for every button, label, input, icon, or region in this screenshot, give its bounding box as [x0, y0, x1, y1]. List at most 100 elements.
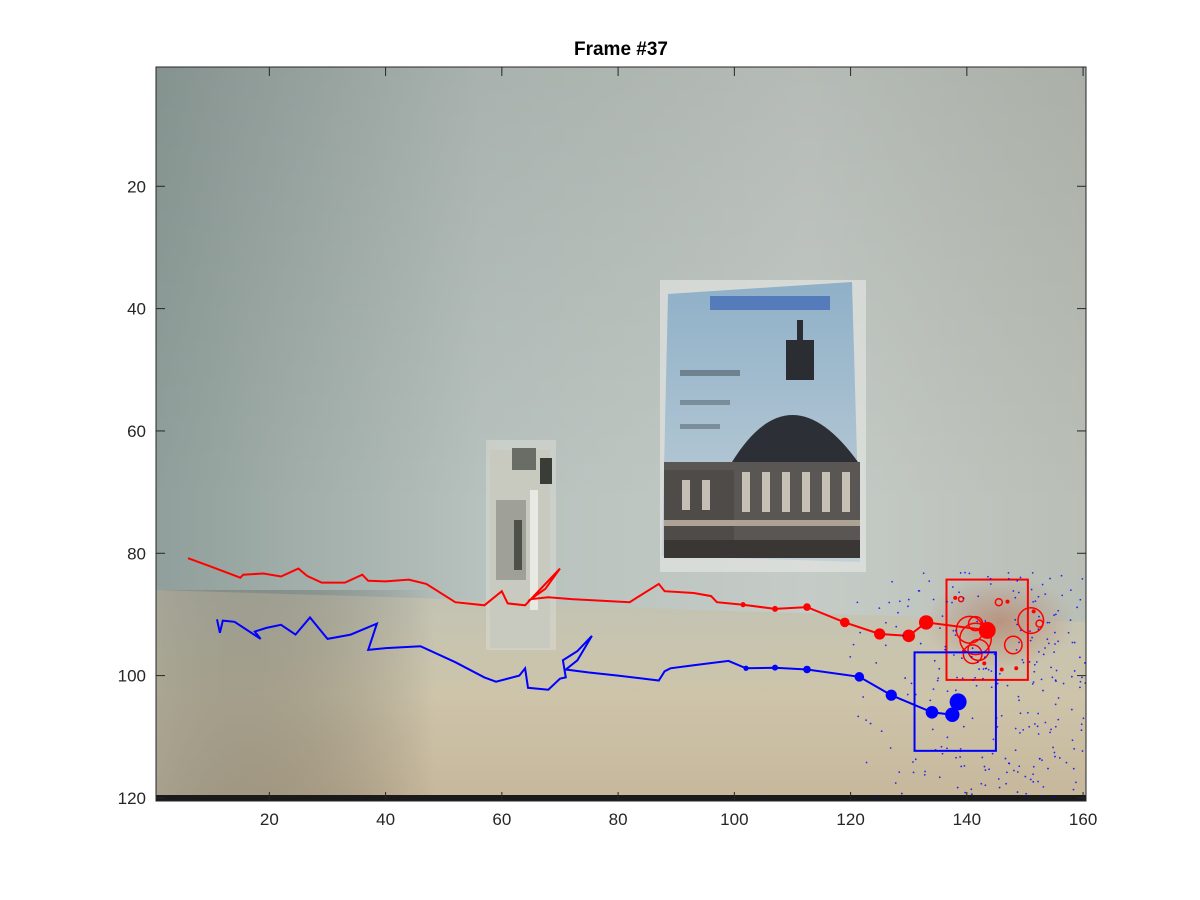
blue-particle-speck: [964, 571, 966, 574]
blue-particle-speck: [875, 795, 878, 797]
blue-particle-speck: [1075, 781, 1077, 784]
blue-particle-speck: [1048, 621, 1051, 624]
red-particle-dot: [953, 595, 958, 600]
blue-particle-speck: [875, 662, 878, 664]
blue-particle-speck: [888, 601, 891, 604]
blue-particle-speck: [996, 679, 999, 681]
blue-particle-speck: [944, 648, 947, 651]
blue-track-point: [945, 707, 960, 722]
blue-particle-speck: [1016, 771, 1019, 773]
blue-particle-speck: [956, 786, 959, 789]
blue-particle-speck: [1053, 614, 1055, 617]
blue-particle-speck: [958, 591, 960, 594]
blue-particle-speck: [906, 693, 909, 696]
red-track-point: [918, 615, 934, 630]
blue-particle-speck: [1046, 621, 1049, 624]
blue-particle-speck: [1057, 640, 1059, 643]
blue-particle-speck: [869, 722, 872, 725]
blue-particle-speck: [1037, 733, 1040, 735]
blue-particle-speck: [1041, 583, 1044, 586]
blue-particle-speck: [1016, 791, 1019, 793]
blue-particle-speck: [1049, 731, 1052, 734]
blue-particle-speck: [944, 645, 947, 648]
blue-particle-speck: [1032, 600, 1035, 603]
blue-particle-speck: [984, 620, 987, 622]
blue-particle-speck: [1034, 600, 1037, 603]
blue-particle-speck: [1025, 796, 1028, 798]
blue-particle-speck: [1036, 725, 1039, 728]
blue-particle-speck: [1079, 686, 1081, 689]
blue-particle-speck: [1024, 775, 1027, 778]
blue-particle-speck: [1082, 717, 1085, 720]
blue-particle-speck: [1047, 767, 1049, 770]
x-tick-label: 120: [836, 810, 864, 829]
blue-particle-speck: [1033, 723, 1036, 725]
blue-track-point: [885, 689, 897, 701]
blue-particle-speck: [884, 644, 887, 647]
blue-particle-speck: [1000, 714, 1003, 717]
blue-particle-speck: [976, 620, 979, 623]
blue-particle-speck: [951, 586, 954, 588]
blue-particle-speck: [1032, 681, 1035, 683]
blue-track-point: [803, 665, 811, 674]
blue-particle-speck: [1022, 661, 1025, 664]
blue-particle-speck: [898, 600, 901, 603]
blue-particle-speck: [959, 572, 962, 574]
blue-particle-speck: [972, 679, 975, 681]
tracking-overlay: [187, 557, 1086, 799]
blue-particle-speck: [1060, 574, 1063, 577]
poster-object: [660, 280, 866, 572]
blue-particle-speck: [907, 598, 910, 601]
blue-particle-speck: [1014, 749, 1017, 752]
blue-particle-speck: [960, 765, 963, 768]
bottle-object: [486, 440, 556, 650]
blue-particle-speck: [1065, 761, 1068, 764]
blue-particle-speck: [1028, 725, 1031, 728]
blue-particle-speck: [980, 782, 983, 785]
blue-particle-speck: [1014, 618, 1017, 621]
blue-particle-speck: [1079, 598, 1082, 601]
red-bounding-box: [945, 578, 1029, 681]
blue-particle-speck: [1006, 684, 1009, 687]
blue-particle-speck: [964, 791, 967, 794]
blue-particle-speck: [1032, 765, 1035, 768]
blue-particle-speck: [1044, 593, 1047, 596]
blue-particle-speck: [1078, 656, 1081, 659]
blue-particle-speck: [929, 699, 932, 702]
blue-particle-speck: [917, 589, 920, 592]
blue-particle-speck: [938, 667, 941, 670]
blue-particle-speck: [1017, 591, 1020, 594]
blue-particle-speck: [1055, 680, 1057, 683]
x-tick-label: 100: [720, 810, 748, 829]
blue-particle-speck: [1057, 609, 1060, 612]
blue-track-point: [854, 672, 865, 682]
blue-particle-speck: [880, 730, 883, 733]
blue-particle-speck: [1042, 653, 1045, 656]
blue-particle-speck: [1030, 588, 1033, 591]
blue-particle-speck: [1037, 650, 1040, 653]
blue-particle-speck: [1008, 762, 1011, 765]
blue-particle-speck: [923, 773, 926, 776]
blue-particle-speck: [1053, 631, 1056, 634]
blue-particle-speck: [939, 627, 941, 629]
red-particle-circle: [967, 638, 990, 662]
x-tick-label: 140: [953, 810, 981, 829]
blue-particle-speck: [1052, 746, 1054, 749]
blue-particle-speck: [975, 684, 978, 687]
blue-particle-speck: [940, 745, 943, 748]
blue-particle-speck: [956, 676, 958, 679]
red-particle-circle: [1035, 619, 1044, 628]
blue-particle-speck: [1040, 794, 1043, 797]
y-tick-label: 80: [127, 544, 146, 563]
blue-particle-speck: [946, 690, 949, 693]
blue-particle-speck: [865, 761, 868, 764]
red-track-point: [839, 617, 850, 628]
blue-particle-speck: [1033, 670, 1036, 673]
blue-particle-speck: [1033, 663, 1036, 666]
blue-particle-speck: [1054, 725, 1057, 728]
blue-particle-speck: [1037, 780, 1040, 783]
blue-particle-speck: [968, 572, 971, 575]
blue-particle-speck: [1029, 778, 1032, 781]
blue-particle-speck: [937, 677, 940, 680]
blue-particle-speck: [1040, 678, 1043, 681]
